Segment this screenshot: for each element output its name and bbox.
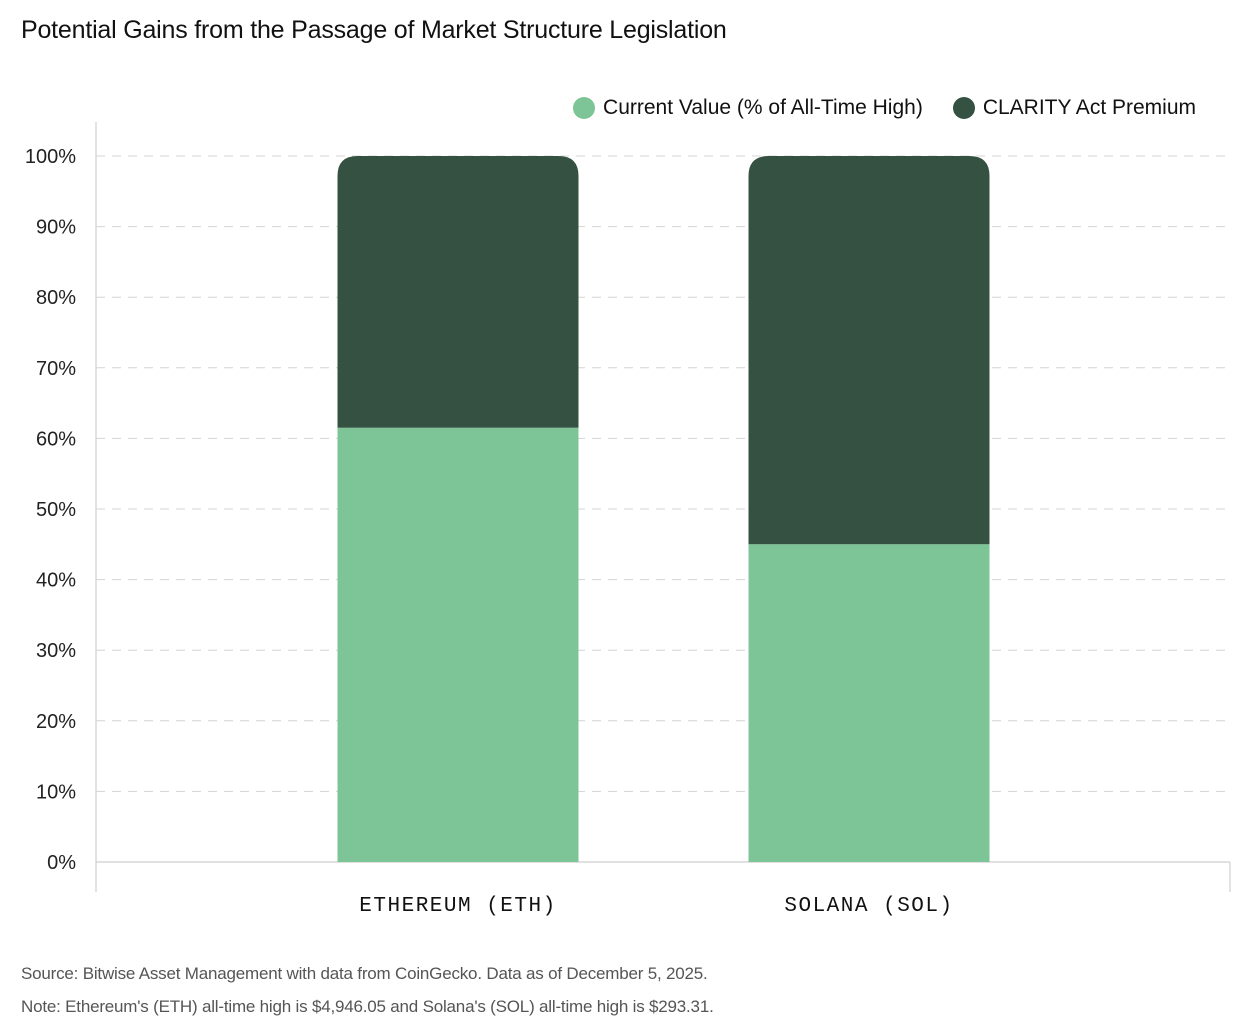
x-category-label: ETHEREUM (ETH) [359, 895, 556, 918]
bar-segment-current-value [748, 544, 990, 862]
chart-legend: Current Value (% of All-Time High) CLARI… [573, 96, 1196, 120]
y-tick-label: 30% [36, 640, 76, 662]
x-category-label: SOLANA (SOL) [784, 895, 953, 918]
y-tick-label: 20% [36, 711, 76, 733]
y-tick-label: 90% [36, 217, 76, 239]
bar-segment-clarity-premium [337, 156, 579, 428]
y-tick-label: 70% [36, 358, 76, 380]
chart-title: Potential Gains from the Passage of Mark… [21, 16, 727, 44]
legend-label-current-value: Current Value (% of All-Time High) [603, 96, 923, 119]
bar-segment-current-value [337, 427, 579, 862]
stacked-bar-chart: 0% 10% 20% 30% 40% 50% 60% 70% 80% 90% 100% ETHEREU… [25, 122, 1231, 918]
bar-segment-clarity-premium [748, 156, 990, 545]
y-tick-label: 80% [36, 287, 76, 309]
y-tick-label: 60% [36, 428, 76, 450]
ath-note: Note: Ethereum's (ETH) all-time high is … [21, 997, 714, 1016]
y-tick-label: 40% [36, 570, 76, 592]
y-tick-label: 0% [47, 852, 76, 874]
source-note: Source: Bitwise Asset Management with da… [21, 964, 708, 983]
y-tick-label: 10% [36, 781, 76, 803]
legend-swatch-current-value [573, 97, 596, 119]
y-tick-label: 50% [36, 499, 76, 521]
legend-swatch-clarity-premium [952, 97, 975, 119]
legend-label-clarity-premium: CLARITY Act Premium [982, 96, 1196, 119]
legend-item-clarity-premium: CLARITY Act Premium [952, 96, 1196, 120]
y-tick-label: 100% [25, 146, 76, 168]
legend-item-current-value: Current Value (% of All-Time High) [573, 96, 923, 120]
